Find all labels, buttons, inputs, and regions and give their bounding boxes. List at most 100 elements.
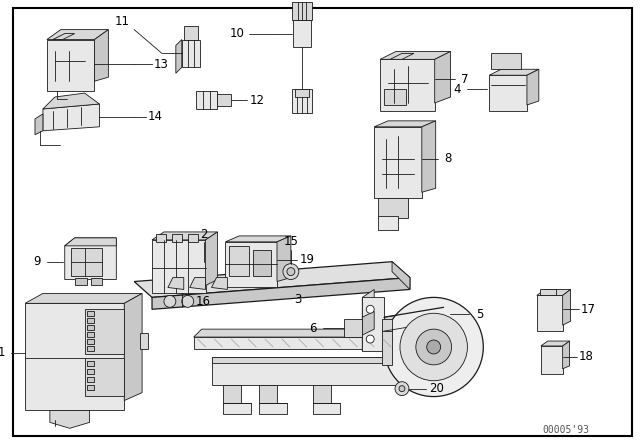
Polygon shape <box>435 52 451 103</box>
Polygon shape <box>43 104 99 131</box>
Text: 11: 11 <box>115 15 130 28</box>
Text: 20: 20 <box>429 382 444 395</box>
Bar <box>184 26 198 39</box>
Bar <box>492 53 521 69</box>
Bar <box>86 369 95 374</box>
Bar <box>259 403 287 414</box>
Bar <box>382 329 392 365</box>
Polygon shape <box>212 278 227 289</box>
Bar <box>86 332 95 337</box>
Polygon shape <box>422 121 436 192</box>
Polygon shape <box>374 121 436 127</box>
Bar <box>313 385 330 403</box>
Circle shape <box>416 329 452 365</box>
Bar <box>540 289 556 295</box>
Polygon shape <box>392 262 410 289</box>
Bar <box>86 325 95 330</box>
Bar <box>374 127 422 198</box>
Text: 6: 6 <box>309 322 316 335</box>
Polygon shape <box>53 34 75 39</box>
Bar <box>86 346 95 351</box>
Bar <box>75 278 86 285</box>
Bar <box>292 2 312 20</box>
Polygon shape <box>563 289 571 325</box>
Polygon shape <box>50 410 90 428</box>
Text: 10: 10 <box>230 27 244 40</box>
Text: 17: 17 <box>581 303 596 316</box>
Polygon shape <box>380 52 451 59</box>
Bar <box>292 89 312 113</box>
Bar <box>90 278 102 285</box>
Polygon shape <box>152 278 410 309</box>
Circle shape <box>283 264 299 280</box>
Text: 2: 2 <box>200 228 207 241</box>
Circle shape <box>399 386 405 392</box>
Bar <box>156 234 166 242</box>
Polygon shape <box>65 238 116 280</box>
Circle shape <box>287 267 295 276</box>
Polygon shape <box>43 93 99 109</box>
Bar <box>86 318 95 323</box>
Bar <box>378 216 398 230</box>
Text: 16: 16 <box>196 295 211 308</box>
Polygon shape <box>95 30 108 81</box>
Text: 14: 14 <box>147 110 163 123</box>
Polygon shape <box>537 289 571 295</box>
Polygon shape <box>541 341 570 346</box>
Bar <box>313 403 340 414</box>
Text: 00005'93: 00005'93 <box>542 425 589 435</box>
Bar <box>293 20 310 47</box>
Bar <box>212 357 406 385</box>
Circle shape <box>366 306 374 313</box>
Polygon shape <box>65 238 116 246</box>
Polygon shape <box>35 114 43 135</box>
Bar <box>541 346 563 374</box>
Bar <box>362 297 384 351</box>
Bar <box>223 385 241 403</box>
Polygon shape <box>384 307 449 331</box>
Text: 7: 7 <box>461 73 468 86</box>
Polygon shape <box>225 236 291 242</box>
Bar <box>84 358 124 396</box>
Bar <box>344 319 362 337</box>
Bar <box>152 240 205 293</box>
Text: 5: 5 <box>476 308 483 321</box>
Text: 4: 4 <box>454 82 461 95</box>
Circle shape <box>366 335 374 343</box>
Polygon shape <box>563 341 570 369</box>
Bar <box>86 385 95 390</box>
Bar <box>378 198 408 218</box>
Polygon shape <box>152 232 218 240</box>
Bar <box>225 242 277 288</box>
Polygon shape <box>277 236 291 281</box>
Bar <box>295 89 308 97</box>
Bar <box>380 59 435 111</box>
Text: 1: 1 <box>0 346 5 359</box>
Polygon shape <box>168 278 184 289</box>
Bar <box>70 248 102 276</box>
Circle shape <box>400 313 467 381</box>
Text: 18: 18 <box>579 350 594 363</box>
Bar <box>489 75 527 111</box>
Polygon shape <box>489 69 539 75</box>
Polygon shape <box>25 293 142 303</box>
Text: 13: 13 <box>154 58 168 71</box>
Circle shape <box>384 297 483 396</box>
Bar <box>223 403 252 414</box>
Bar <box>212 357 406 363</box>
Bar <box>229 246 249 276</box>
Bar <box>140 333 148 349</box>
Circle shape <box>427 340 441 354</box>
Text: 3: 3 <box>294 293 301 306</box>
Circle shape <box>395 382 409 396</box>
Polygon shape <box>194 329 418 337</box>
Circle shape <box>164 295 176 307</box>
Bar <box>384 89 406 105</box>
Text: 19: 19 <box>300 253 314 266</box>
Polygon shape <box>362 289 374 351</box>
Text: 8: 8 <box>444 152 451 165</box>
Bar <box>25 303 124 410</box>
Bar <box>382 319 392 331</box>
Polygon shape <box>176 39 182 73</box>
Text: 9: 9 <box>33 255 41 268</box>
